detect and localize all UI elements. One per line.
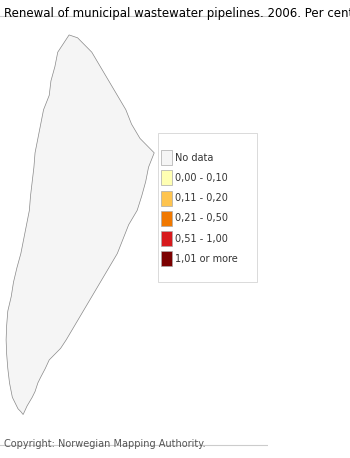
- Text: 0,11 - 0,20: 0,11 - 0,20: [175, 193, 228, 203]
- Text: Copyright: Norwegian Mapping Authority.: Copyright: Norwegian Mapping Authority.: [4, 440, 205, 449]
- Bar: [161, 211, 172, 226]
- Text: Renewal of municipal wastewater pipelines. 2006. Per cent: Renewal of municipal wastewater pipeline…: [4, 7, 350, 21]
- Bar: [161, 231, 172, 246]
- Text: 0,21 - 0,50: 0,21 - 0,50: [175, 213, 229, 224]
- Text: No data: No data: [175, 153, 214, 163]
- Bar: [161, 170, 172, 185]
- Bar: [158, 133, 257, 282]
- Text: 1,01 or more: 1,01 or more: [175, 254, 238, 264]
- Text: 0,00 - 0,10: 0,00 - 0,10: [175, 173, 228, 183]
- Bar: [161, 191, 172, 206]
- Text: 0,51 - 1,00: 0,51 - 1,00: [175, 234, 228, 244]
- Polygon shape: [6, 35, 154, 414]
- Bar: [161, 150, 172, 165]
- Bar: [161, 251, 172, 266]
